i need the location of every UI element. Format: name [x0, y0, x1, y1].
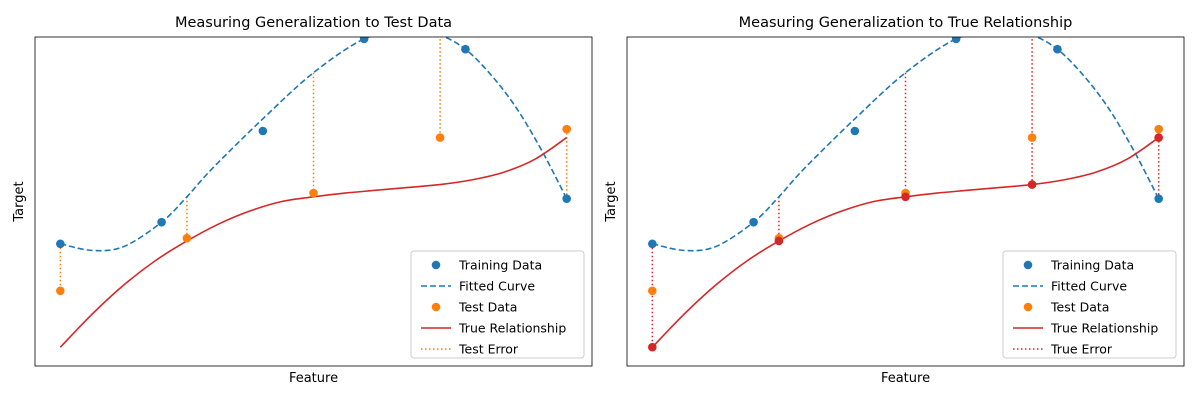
test-point: [309, 188, 318, 198]
training-point: [157, 217, 166, 227]
legend: Training Data Fitted Curve Test Data True R…: [1002, 250, 1177, 359]
legend-label: Training Data: [1050, 258, 1134, 273]
legend-marker: [1023, 260, 1033, 270]
fitted-curve-line: [60, 37, 568, 252]
legend-label: Test Data: [1050, 300, 1109, 315]
fitted-curve-line: [652, 37, 1160, 252]
test-point: [56, 286, 65, 296]
training-point: [562, 194, 571, 203]
true-value-point: [774, 236, 784, 246]
test-point: [1154, 124, 1163, 134]
legend-label: True Error: [1050, 342, 1113, 357]
test-point: [182, 233, 192, 243]
training-point: [359, 37, 369, 44]
training-point: [56, 239, 65, 249]
true-value-point: [1027, 180, 1037, 189]
legend-label: Fitted Curve: [1051, 279, 1127, 294]
x-axis-label: Feature: [289, 371, 338, 386]
legend-label: Training Data: [458, 258, 542, 273]
legend-marker: [1023, 302, 1033, 312]
chart-title: Measuring Generalization to Test Data: [175, 15, 452, 31]
x-axis-label: Feature: [881, 371, 930, 386]
training-point: [951, 37, 961, 44]
test-point: [435, 133, 445, 142]
legend-label: Test Error: [458, 342, 519, 357]
training-point: [648, 239, 657, 249]
training-point: [1154, 194, 1163, 203]
true-value-point: [648, 342, 657, 352]
legend-label: Test Data: [458, 300, 517, 315]
training-point: [850, 126, 860, 136]
test-point: [648, 286, 657, 296]
legend-box: [1002, 250, 1177, 359]
chart-title: Measuring Generalization to True Relatio…: [739, 15, 1073, 31]
legend-label: True Relationship: [458, 321, 566, 336]
training-point: [1053, 44, 1062, 54]
true-value-point: [901, 192, 910, 202]
training-point: [258, 126, 268, 136]
y-axis-label: Target: [12, 181, 27, 222]
plot-area: [56, 37, 571, 348]
y-axis-label: Target: [604, 181, 619, 222]
axes-frame: [34, 36, 593, 367]
chart-right: Measuring Generalization to True Relatio…: [604, 15, 1185, 386]
test-point: [1027, 133, 1037, 142]
legend-label: Fitted Curve: [459, 279, 535, 294]
axes-frame: [626, 36, 1185, 367]
true-value-point: [1154, 133, 1163, 142]
plot-area: [648, 37, 1163, 352]
chart-left: Measuring Generalization to Test Data Fea…: [12, 15, 593, 386]
legend-marker: [431, 302, 441, 312]
legend-marker: [431, 260, 441, 270]
legend-box: [410, 250, 585, 359]
legend: Training Data Fitted Curve Test Data True R…: [410, 250, 585, 359]
legend-label: True Relationship: [1050, 321, 1158, 336]
training-point: [749, 217, 758, 227]
training-point: [461, 44, 470, 54]
test-point: [562, 124, 571, 134]
